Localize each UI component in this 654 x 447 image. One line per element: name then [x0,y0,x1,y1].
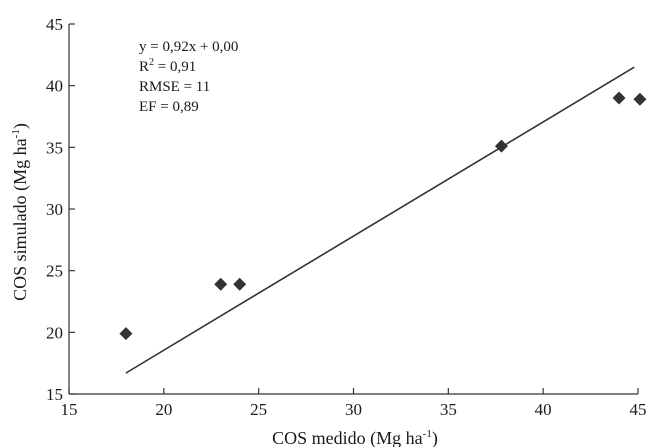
y-tick-label: 25 [46,262,63,281]
y-tick-label: 40 [46,77,63,96]
x-tick-label: 35 [440,400,457,419]
y-tick-label: 20 [46,323,63,342]
y-ticks: 15 20 25 30 35 40 45 [46,15,75,404]
x-ticks: 15 20 25 30 35 40 45 [61,388,647,419]
rmse-text: RMSE = 11 [139,79,210,95]
r2-label: R [139,59,149,75]
x-tick-label: 20 [155,400,172,419]
y-axis-label-end: ) [10,123,31,129]
r2-value: = 0,91 [154,59,196,75]
y-axis-label-main: COS simulado (Mg ha [10,138,31,301]
x-tick-label: 30 [345,400,362,419]
ef-text: EF = 0,89 [139,99,199,115]
x-axis-label: COS medido (Mg ha-1) [272,428,438,447]
fit-line-group [125,66,635,374]
y-tick-label: 30 [46,200,63,219]
x-axis-label-sup: -1 [423,428,432,440]
data-point-marker [119,327,133,341]
y-tick-label: 15 [46,385,63,404]
y-tick-label: 45 [46,15,63,34]
x-tick-label: 40 [535,400,552,419]
equation-text: y = 0,92x + 0,00 [139,39,238,55]
stats-annotation: y = 0,92x + 0,00 R2 = 0,91 RMSE = 11 EF … [139,39,238,115]
y-tick-label: 35 [46,138,63,157]
y-axis-label: COS simulado (Mg ha-1) [10,123,31,301]
x-tick-label: 15 [61,400,78,419]
data-point-marker [633,92,647,106]
r2-text: R2 = 0,91 [139,57,196,75]
data-point-marker [233,277,247,291]
x-tick-label: 45 [630,400,647,419]
data-points [119,91,647,341]
data-point-marker [612,91,626,105]
data-point-marker [214,277,228,291]
y-axis-label-sup: -1 [10,129,22,138]
x-axis-label-main: COS medido (Mg ha [272,428,423,447]
x-tick-label: 25 [250,400,267,419]
x-axis-label-end: ) [432,428,438,447]
r2-superscript: 2 [149,57,154,68]
data-point-marker [494,139,508,153]
regression-line [125,66,635,374]
